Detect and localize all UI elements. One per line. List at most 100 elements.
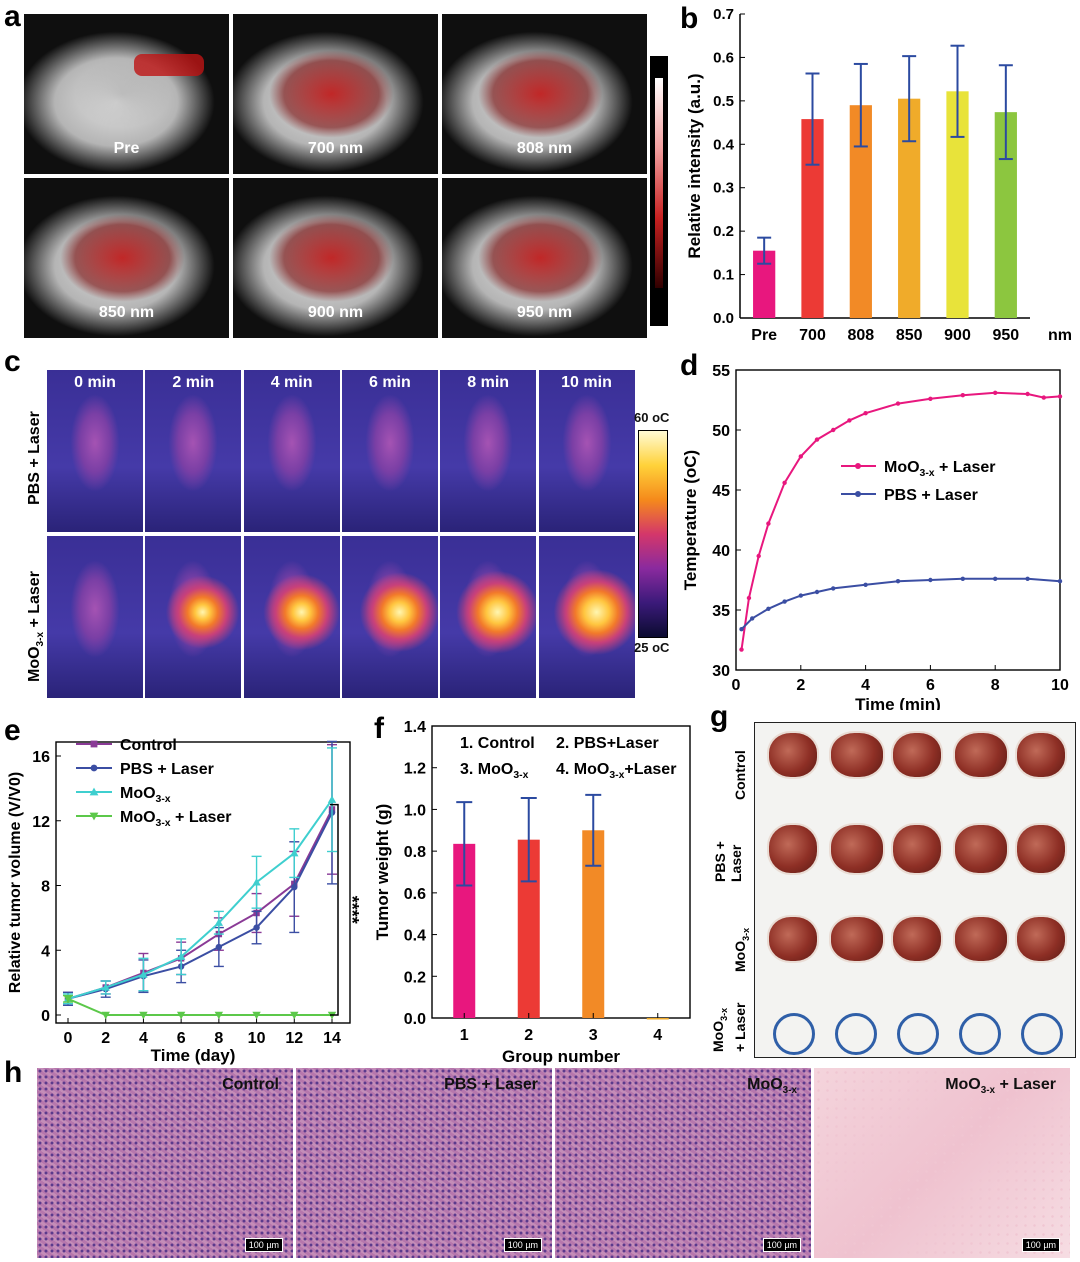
group-legend-label: 2. PBS+Laser	[556, 735, 659, 752]
pre-signal-spot	[134, 54, 204, 76]
bar	[994, 112, 1017, 318]
x-tick-label: 6	[177, 1030, 186, 1047]
scale-bar-label: 100 µm	[762, 1238, 801, 1252]
panel-a-letter: a	[4, 0, 21, 33]
legend-label: PBS + Laser	[884, 487, 978, 504]
y-tick-label: 0.5	[713, 93, 734, 110]
x-tick-label: 950	[992, 327, 1019, 344]
data-point	[831, 586, 836, 591]
y-tick-label: 40	[712, 543, 730, 560]
y-tick-label: 0.7	[713, 6, 734, 23]
y-tick-label: 1.4	[404, 719, 426, 736]
legend-marker	[855, 463, 861, 469]
photoacoustic-tile-label: 850 nm	[98, 304, 155, 321]
y-tick-label: 12	[32, 814, 50, 831]
legend-label: MoO3-x + Laser	[884, 459, 996, 479]
data-point	[1025, 391, 1030, 397]
thermal-time-label: 8 min	[467, 374, 510, 391]
legend-label: PBS + Laser	[120, 761, 214, 778]
scale-bar-label: 100 µm	[503, 1238, 542, 1252]
empty-tumor-circle	[959, 1013, 1001, 1055]
data-point	[89, 812, 99, 821]
x-tick-label: 14	[323, 1030, 341, 1047]
panel-c-letter: c	[4, 345, 21, 378]
thermal-tile: 6 min	[341, 370, 438, 532]
data-point	[782, 599, 787, 604]
empty-tumor-circle	[835, 1013, 877, 1055]
significance-label: ****	[342, 896, 362, 924]
data-point	[253, 924, 260, 931]
legend-marker	[855, 491, 861, 497]
photoacoustic-tile-label: 700 nm	[307, 140, 364, 157]
y-tick-label: 0.3	[713, 180, 734, 197]
data-point	[215, 943, 223, 951]
tumor-sample	[831, 917, 883, 961]
he-tile-label: Control	[222, 1076, 279, 1093]
x-tick-label: 0	[732, 677, 741, 694]
data-point	[895, 401, 901, 406]
plot-frame	[55, 741, 351, 1024]
g-row-label-control: Control	[732, 750, 748, 800]
data-point	[750, 616, 755, 621]
data-point	[291, 883, 298, 891]
row-label-pbs-laser: PBS + Laser	[26, 411, 43, 505]
panel-f-letter: f	[374, 712, 385, 745]
y-tick-label: 1.0	[404, 802, 426, 819]
data-point	[290, 848, 299, 857]
bar	[646, 1018, 669, 1020]
thermal-colorbar-min-label: 25 oC	[634, 640, 670, 655]
thermal-tile: 10 min	[538, 370, 635, 532]
significance-bracket	[330, 803, 339, 1016]
series-line	[67, 997, 332, 1016]
thermal-time-label: 6 min	[368, 374, 411, 391]
thermal-tile	[145, 536, 242, 698]
plot-frame	[431, 725, 691, 1019]
empty-tumor-circle	[773, 1013, 815, 1055]
data-point	[101, 1011, 110, 1020]
x-unit-label: nm	[1048, 327, 1072, 344]
y-tick-label: 50	[712, 423, 730, 440]
tumor-sample	[955, 917, 1007, 961]
thermal-tile	[243, 536, 340, 698]
he-stain-tile: MoO3-x + Laser 100 µm	[814, 1068, 1070, 1258]
panel-b-letter: b	[680, 2, 698, 35]
tumor-sample	[769, 825, 817, 873]
scale-bar-label: 100 µm	[1021, 1238, 1060, 1252]
he-tile-label: MoO3-x	[747, 1076, 797, 1097]
photoacoustic-colorbar	[650, 56, 668, 326]
x-axis-title: Time (day)	[151, 1046, 236, 1065]
y-tick-label: 16	[32, 749, 50, 766]
he-tile-label: PBS + Laser	[444, 1076, 538, 1093]
photoacoustic-tile-label: 950 nm	[516, 304, 573, 321]
thermal-colorbar-max-label: 60 oC	[634, 410, 670, 425]
x-tick-label: 4	[139, 1030, 148, 1047]
data-point	[993, 576, 998, 581]
thermal-colorbar	[638, 430, 668, 638]
y-tick-label: 1.2	[404, 761, 426, 778]
y-tick-label: 55	[712, 363, 730, 380]
y-tick-label: 8	[41, 879, 50, 896]
data-point	[993, 390, 998, 395]
data-point	[252, 1011, 261, 1020]
bar	[898, 98, 921, 318]
data-point	[831, 427, 836, 433]
data-point	[1057, 394, 1063, 399]
thermal-time-label: 0 min	[74, 374, 116, 391]
empty-tumor-circle	[1021, 1013, 1063, 1055]
x-tick-label: 700	[799, 327, 826, 344]
series-line	[740, 577, 1061, 630]
group-legend-label: 1. Control	[460, 735, 535, 752]
tumor-photo	[754, 722, 1076, 1058]
scale-bar-label: 100 µm	[244, 1238, 283, 1252]
tumor-sample	[1017, 917, 1065, 961]
data-point	[1057, 579, 1063, 584]
data-point	[327, 795, 337, 803]
y-tick-label: 0.4	[404, 928, 426, 945]
group-legend-label: 3. MoO3-x	[460, 761, 529, 781]
y-tick-label: 0	[41, 1008, 50, 1025]
tumor-sample	[831, 733, 883, 777]
x-axis-title: Time (min)	[855, 695, 941, 710]
x-tick-label: 8	[991, 677, 1000, 694]
tumor-sample	[1017, 733, 1065, 777]
y-tick-label: 35	[712, 603, 730, 620]
